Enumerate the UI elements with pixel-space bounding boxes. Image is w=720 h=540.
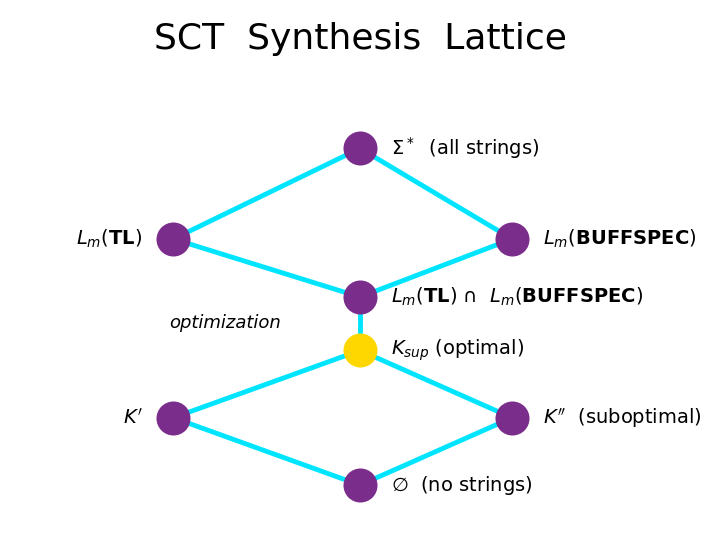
Point <box>354 346 366 355</box>
Point <box>168 234 179 243</box>
Point <box>354 144 366 153</box>
Text: $K'$: $K'$ <box>122 408 143 428</box>
Point <box>354 481 366 489</box>
Point <box>168 414 179 422</box>
Text: $L_m$($\bf{TL}$) $\cap$  $L_m$($\bf{BUFFSPEC}$): $L_m$($\bf{TL}$) $\cap$ $L_m$($\bf{BUFFS… <box>391 286 643 308</box>
Point <box>506 234 518 243</box>
Text: $L_m$($\bf{BUFFSPEC}$): $L_m$($\bf{BUFFSPEC}$) <box>543 228 697 250</box>
Point <box>354 293 366 301</box>
Text: $K_{sup}$ (optimal): $K_{sup}$ (optimal) <box>391 338 524 363</box>
Text: SCT  Synthesis  Lattice: SCT Synthesis Lattice <box>153 22 567 56</box>
Text: $K^{\prime\prime}$  (suboptimal): $K^{\prime\prime}$ (suboptimal) <box>543 406 702 430</box>
Text: optimization: optimization <box>168 314 281 333</box>
Text: $\varnothing$  (no strings): $\varnothing$ (no strings) <box>391 474 533 497</box>
Text: $L_m$($\bf{TL}$): $L_m$($\bf{TL}$) <box>76 228 143 250</box>
Text: $\Sigma^*$  (all strings): $\Sigma^*$ (all strings) <box>391 136 539 161</box>
Point <box>506 414 518 422</box>
